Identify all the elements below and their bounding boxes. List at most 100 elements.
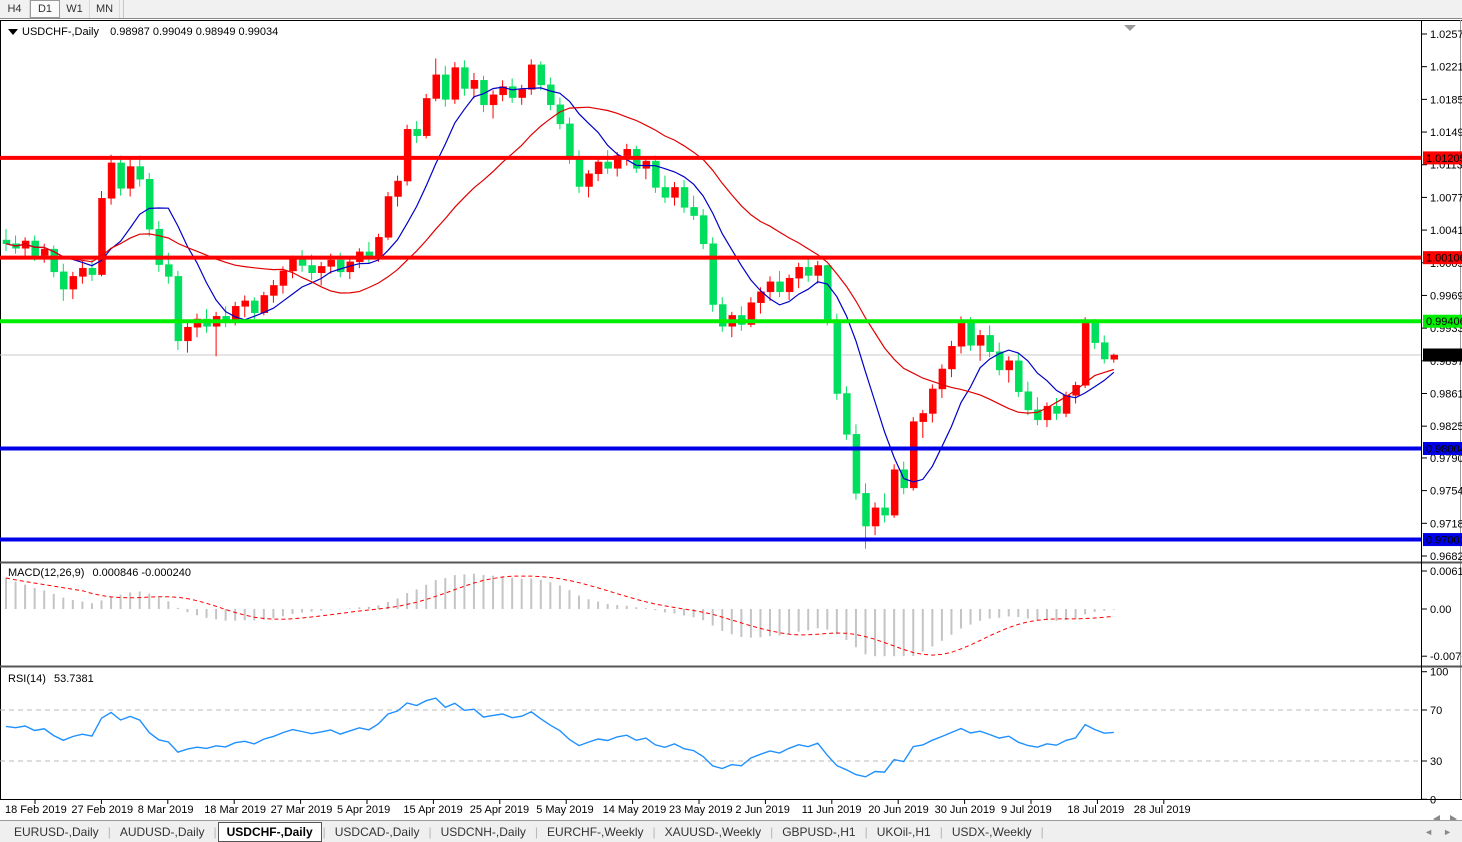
tab-separator: |	[428, 824, 432, 839]
candle-body	[623, 149, 631, 156]
candle-body	[155, 228, 164, 265]
candle-body	[1091, 321, 1099, 343]
hline-price-box	[1423, 442, 1462, 456]
tab-usdx-weekly[interactable]: USDX-,Weekly	[951, 824, 1032, 839]
candle-body	[88, 267, 97, 275]
date-label: 11 Jun 2019	[802, 804, 862, 816]
candle-body	[508, 86, 517, 98]
hscroll-right-icon[interactable]	[1450, 815, 1457, 820]
hscroll-left-icon[interactable]	[1433, 815, 1440, 820]
candle-body	[2, 239, 11, 244]
tab-gbpusd-h1[interactable]: GBPUSD-,H1	[782, 824, 856, 839]
candle-body	[107, 162, 116, 199]
tabs-scroll-right-icon[interactable]: ►	[1443, 826, 1452, 837]
tab-xauusd-weekly[interactable]: XAUUSD-,Weekly	[664, 824, 762, 839]
tab-usdcad-daily[interactable]: USDCAD-,Daily	[334, 824, 420, 839]
macd-label: MACD(12,26,9) 0.000846 -0.000240	[8, 567, 191, 579]
chart-dropdown-icon[interactable]	[8, 29, 18, 35]
macd-signal-line	[5, 575, 1114, 656]
date-label: 18 Mar 2019	[204, 804, 266, 816]
candle-body	[594, 161, 603, 175]
date-label: 15 Apr 2019	[403, 804, 462, 816]
hline-price-label: 0.97001	[1426, 535, 1462, 547]
date-label: 20 Jun 2019	[868, 804, 929, 816]
price-chart[interactable]: 1.025701.022101.018501.014901.011301.007…	[0, 19, 1462, 820]
candle-body	[279, 270, 288, 286]
date-label: 18 Feb 2019	[5, 804, 67, 816]
timeframe-button-h4[interactable]: H4	[0, 0, 30, 18]
tab-eurchf-weekly[interactable]: EURCHF-,Weekly	[547, 824, 644, 839]
tab-separator: |	[770, 824, 774, 839]
candle-body	[919, 413, 928, 422]
tab-ukoil-h1[interactable]: UKOil-,H1	[876, 824, 931, 839]
candle-body	[537, 64, 546, 86]
current-price-box	[1423, 348, 1462, 362]
tab-separator: |	[107, 824, 111, 839]
hline-price-box	[1423, 251, 1462, 265]
candle-body	[613, 155, 622, 169]
macd-tick-label: 0.00613	[1430, 566, 1462, 578]
price-tick-label: 1.02570	[1430, 29, 1462, 41]
rsi-tick-label: 70	[1430, 705, 1442, 717]
hline-price-label: 0.99406	[1426, 316, 1462, 328]
hline-price-box	[1423, 151, 1462, 165]
candle-body	[1081, 321, 1090, 386]
timeframe-toolbar: H4 D1 W1 MN	[0, 0, 1462, 19]
candle-body	[174, 276, 183, 342]
candle-body	[260, 295, 269, 313]
timeframe-button-d1[interactable]: D1	[30, 0, 60, 18]
date-label: 23 May 2019	[669, 804, 733, 816]
candle-body	[1053, 405, 1061, 414]
candle-body	[575, 158, 584, 187]
candle-body	[337, 259, 345, 273]
tab-separator: |	[864, 824, 868, 839]
candle-body	[833, 319, 842, 394]
candle-body	[699, 215, 708, 244]
candle-body	[604, 161, 612, 169]
candle-body	[98, 198, 106, 275]
date-label: 2 Jun 2019	[735, 804, 789, 816]
candle-body	[804, 267, 813, 276]
timeframe-button-mn[interactable]: MN	[90, 0, 120, 18]
macd-tick-label: -0.007612	[1430, 651, 1462, 663]
candle-body	[566, 123, 574, 159]
tabs-scroll-left-icon[interactable]: ◄	[1424, 826, 1434, 837]
candle-body	[976, 335, 985, 346]
candle-body	[40, 248, 49, 256]
candle-body	[1024, 391, 1033, 411]
price-tick-label: 0.96820	[1430, 551, 1462, 563]
candle-body	[394, 180, 402, 197]
hline-price-label: 0.98004	[1426, 444, 1462, 456]
candle-body	[50, 248, 58, 273]
candle-body	[518, 89, 526, 98]
candle-body	[957, 322, 966, 347]
date-label: 5 May 2019	[536, 804, 593, 816]
candle-body	[795, 267, 803, 279]
candle-body	[298, 258, 307, 266]
candle-body	[165, 264, 173, 277]
hline-price-label: 1.01205	[1426, 153, 1462, 165]
candle-body	[251, 300, 259, 313]
tab-usdcnh-daily[interactable]: USDCNH-,Daily	[440, 824, 526, 839]
candle-body	[871, 507, 880, 527]
price-tick-label: 1.00770	[1430, 192, 1462, 204]
hline-price-label: 1.00106	[1426, 253, 1462, 265]
hline-price-box	[1423, 533, 1462, 547]
tab-usdchf-daily[interactable]: USDCHF-,Daily	[217, 821, 322, 842]
candle-body	[470, 80, 479, 89]
candle-body	[1110, 354, 1119, 360]
tab-eurusd-daily[interactable]: EURUSD-,Daily	[14, 824, 99, 839]
candle-body	[528, 64, 536, 90]
tab-audusd-daily[interactable]: AUDUSD-,Daily	[119, 824, 205, 839]
candle-body	[661, 187, 670, 198]
timeframe-button-w1[interactable]: W1	[60, 0, 90, 18]
candle-body	[79, 267, 87, 277]
candle-body	[671, 187, 679, 198]
candle-body	[948, 346, 956, 370]
candle-body	[929, 388, 937, 414]
candle-body	[680, 187, 689, 208]
candle-body	[910, 421, 918, 489]
